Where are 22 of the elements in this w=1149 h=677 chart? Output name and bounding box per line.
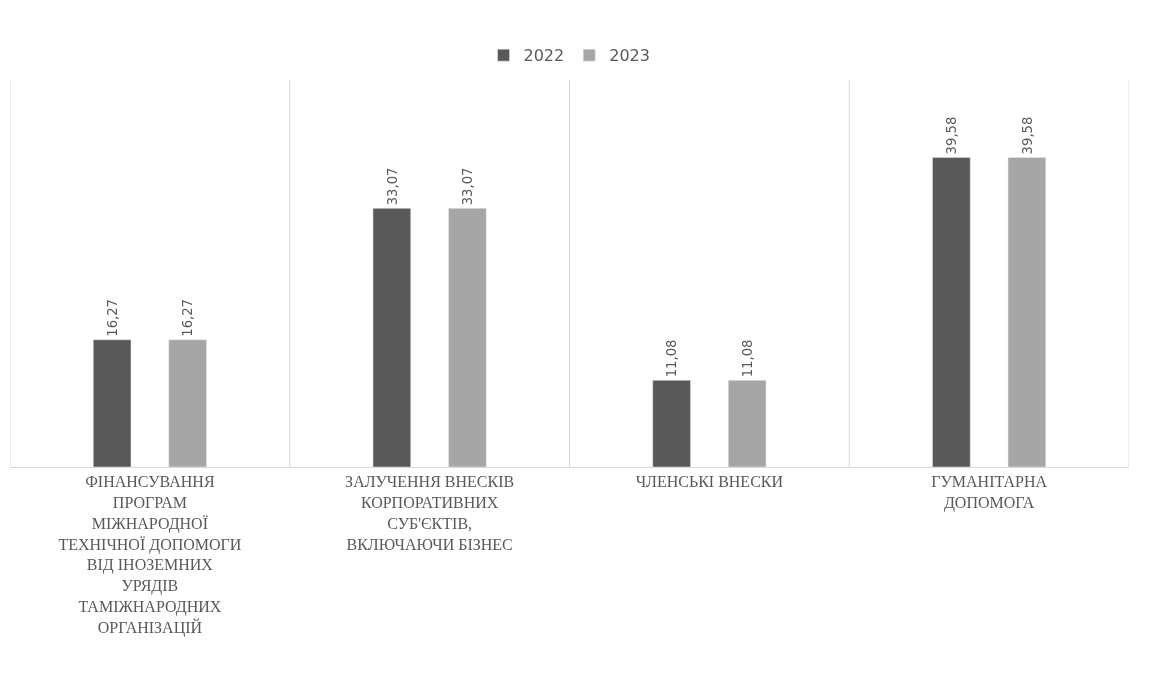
legend-label: 2022	[523, 46, 565, 66]
x-tick-label: ЧЛЕНСЬКІ ВНЕСКИ	[635, 473, 784, 491]
data-label: 16,27	[104, 298, 120, 337]
bar	[652, 380, 691, 467]
x-tick-label: ГУМАНІТАРНА ДОПОМОГА	[931, 473, 1048, 512]
data-label: 39,58	[944, 116, 960, 155]
data-label: 11,08	[664, 339, 680, 378]
bar	[1007, 157, 1047, 467]
x-tick-label: ЗАЛУЧЕННЯ ВНЕСКІВ КОРПОРАТИВНИХ СУБ'ЄКТІВ, ВКЛЮЧАЮЧИ БІЗНЕС	[345, 473, 515, 553]
x-tick-label: ФІНАНСУВАННЯ ПРОГРАМ МІЖНАРОДНОЇ ТЕХНІЧНОЇ ДОПОМОГИ ВІД ІНОЗЕМНИХ УРЯДІВ ТАМІЖНАРОДНИХ ОРГАНІЗАЦІЙ	[58, 473, 242, 637]
bar	[168, 339, 207, 467]
data-label: 33,07	[460, 167, 476, 206]
data-label: 11,08	[739, 339, 755, 378]
data-label: 39,58	[1019, 116, 1035, 155]
data-label: 16,27	[180, 298, 196, 337]
bar	[728, 380, 767, 467]
bar	[932, 157, 971, 467]
bar	[92, 339, 132, 467]
data-label: 33,07	[384, 167, 400, 206]
bar	[448, 208, 487, 467]
legend-label: 2023	[609, 46, 650, 66]
bar	[372, 208, 411, 467]
